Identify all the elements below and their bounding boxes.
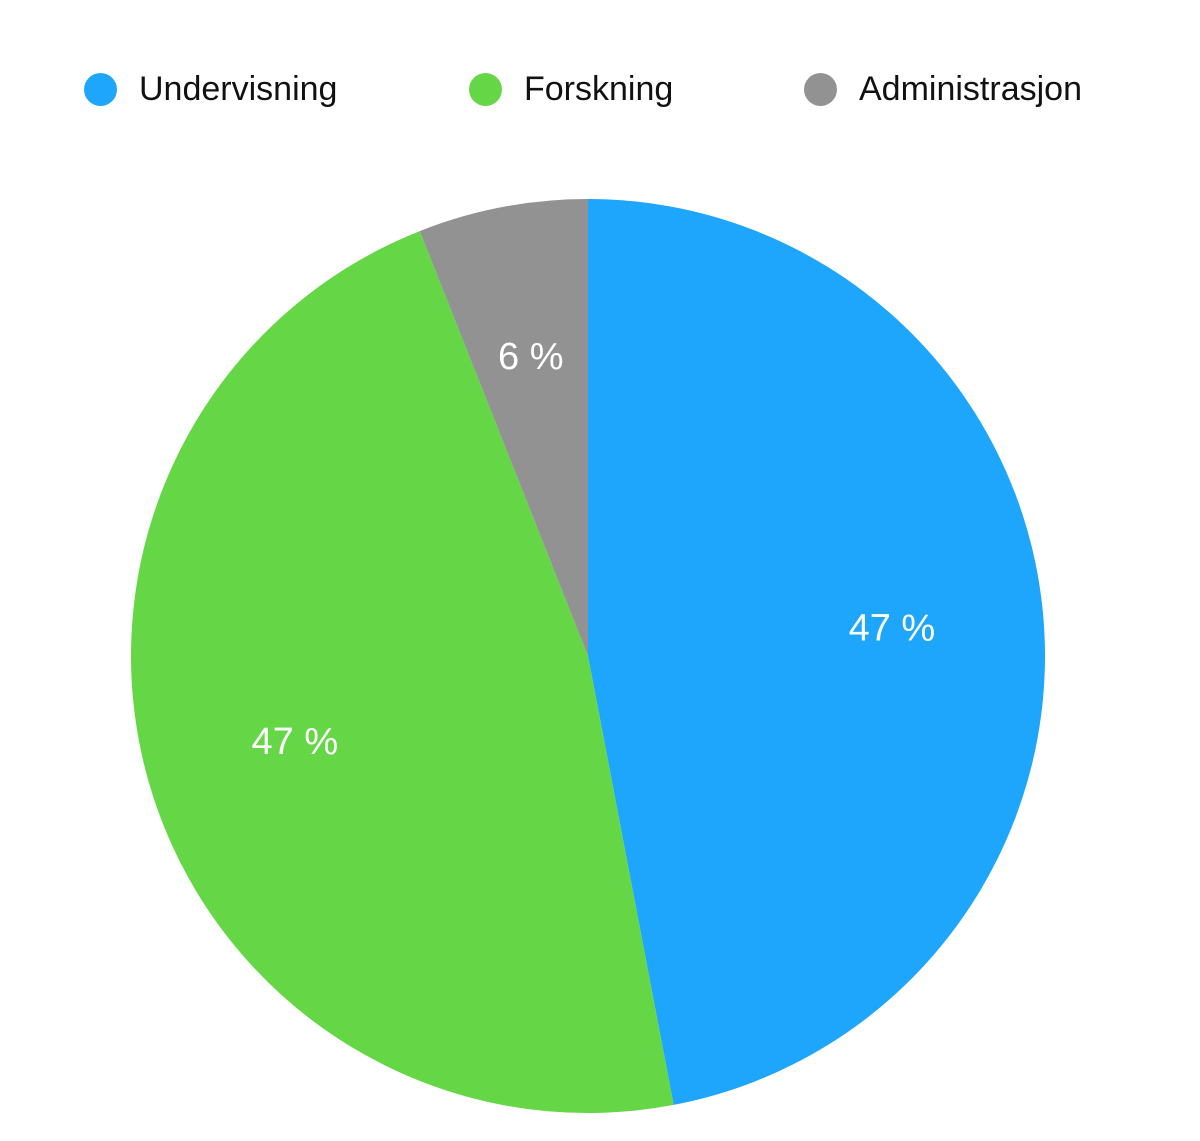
data-label: 6 % [498,336,563,378]
legend-label: Forskning [524,69,674,108]
pie-slice-administrasjon [419,199,588,656]
legend-swatch [469,72,502,106]
legend-item-forskning: Forskning [469,66,673,112]
legend-swatch [84,72,117,106]
legend-swatch [804,72,837,106]
legend-label: Administrasjon [859,69,1082,108]
legend-item-undervisning: Undervisning [84,66,337,112]
pie-slice-forskning [131,231,674,1113]
pie-slice-undervisning [588,199,1045,1105]
legend-item-administrasjon: Administrasjon [804,66,1082,112]
data-label: 47 % [849,607,936,649]
legend-label: Undervisning [139,69,338,108]
data-label: 47 % [252,721,339,763]
